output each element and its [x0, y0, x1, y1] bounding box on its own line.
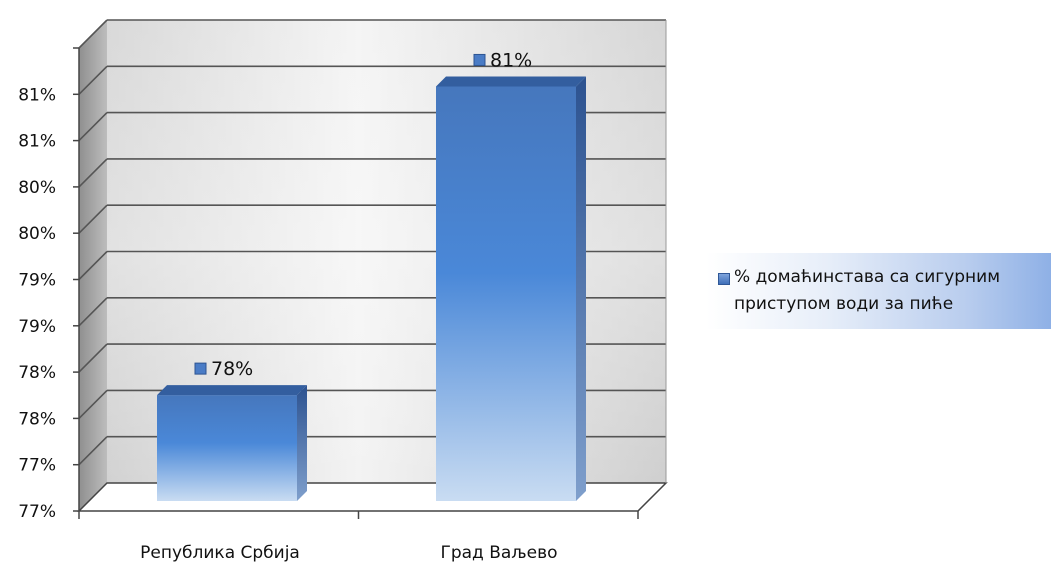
- legend-label: % домаћинстава са сигурним приступом вод…: [734, 267, 1001, 314]
- y-tick-label: 77%: [18, 502, 56, 522]
- data-label: 78%: [211, 358, 253, 380]
- legend-swatch: [718, 273, 730, 285]
- gridline-side: [78, 158, 108, 188]
- gridline-side: [78, 19, 108, 49]
- data-label-marker: [194, 362, 207, 375]
- y-tick-label: 80%: [18, 178, 56, 198]
- gridline-side: [78, 343, 108, 373]
- data-label-marker: [473, 53, 486, 66]
- axes: [73, 47, 639, 519]
- y-tick-label: 78%: [18, 409, 56, 429]
- y-tick-label: 81%: [18, 132, 56, 152]
- bar-front: [157, 395, 297, 501]
- gridline-side: [78, 297, 108, 327]
- bars: [157, 76, 586, 501]
- gridline-side: [78, 65, 108, 95]
- category-label: Град Ваљево: [440, 543, 557, 563]
- y-tick-label: 79%: [18, 271, 56, 291]
- gridline-side: [78, 204, 108, 234]
- bar-side: [297, 385, 307, 501]
- labels: 77% 77% 78% 78% 79% 79% 80% 80% 81% 81% 78% Републи…: [18, 49, 557, 563]
- y-tick-label: 80%: [18, 224, 56, 244]
- category-label: Република Србија: [140, 543, 300, 563]
- y-tick-label: 79%: [18, 317, 56, 337]
- gridline-side: [78, 112, 108, 142]
- gridline-side: [78, 389, 108, 419]
- bar-front: [436, 86, 576, 501]
- bar-top: [157, 385, 307, 396]
- data-label: 81%: [490, 49, 532, 71]
- y-tick-label: 78%: [18, 363, 56, 383]
- legend: % домаћинстава са сигурним приступом вод…: [706, 253, 1051, 329]
- bar-top: [436, 76, 586, 87]
- y-tick-label: 77%: [18, 456, 56, 476]
- y-tick-label: 81%: [18, 85, 56, 105]
- gridline-side: [78, 436, 108, 466]
- bar-side: [576, 76, 586, 501]
- gridline-side: [78, 250, 108, 281]
